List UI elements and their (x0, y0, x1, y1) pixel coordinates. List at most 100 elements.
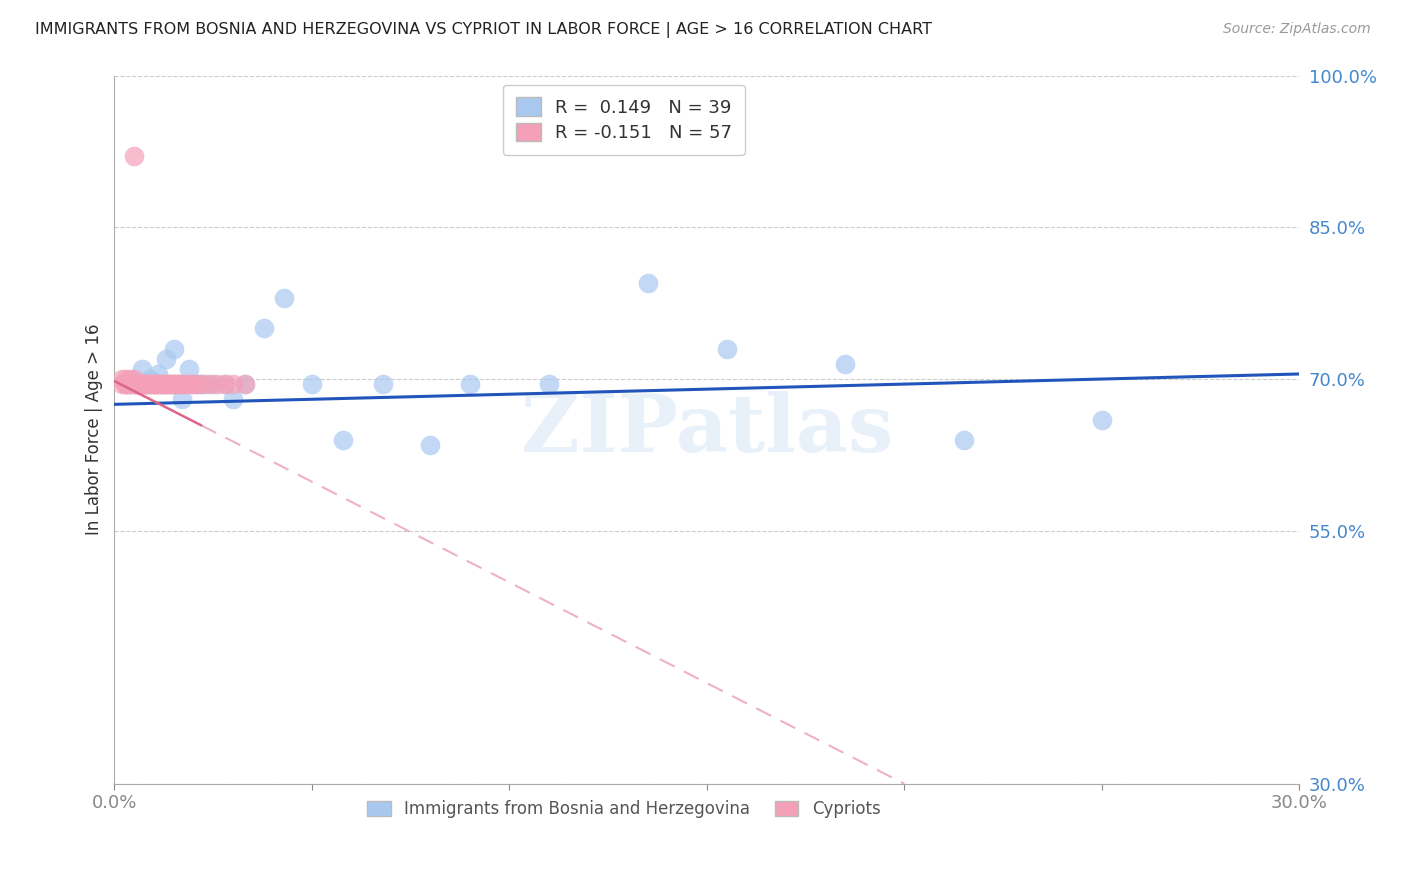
Point (111, 377, 134, 392)
Point (163, 377, 186, 392)
Point (127, 377, 149, 392)
Point (273, 291, 295, 305)
Point (233, 377, 256, 392)
Point (150, 377, 173, 392)
Point (834, 357, 856, 371)
Point (135, 377, 157, 392)
Point (115, 377, 138, 392)
Point (135, 377, 157, 392)
Point (127, 377, 149, 392)
Point (222, 377, 245, 392)
Point (142, 377, 165, 392)
Point (111, 372, 134, 386)
Point (166, 377, 188, 392)
Point (127, 377, 149, 392)
Point (131, 377, 153, 392)
Point (301, 377, 323, 392)
Point (205, 377, 228, 392)
Point (142, 377, 165, 392)
Point (139, 377, 162, 392)
Point (194, 377, 217, 392)
Text: Source: ZipAtlas.com: Source: ZipAtlas.com (1223, 22, 1371, 37)
Point (214, 377, 236, 392)
Point (139, 377, 162, 392)
Point (142, 377, 165, 392)
Point (127, 377, 149, 392)
Point (139, 372, 162, 386)
Point (120, 377, 142, 392)
Legend: Immigrants from Bosnia and Herzegovina, Cypriots: Immigrants from Bosnia and Herzegovina, … (361, 794, 887, 825)
Point (170, 377, 193, 392)
Point (150, 377, 173, 392)
Point (122, 149, 145, 163)
Point (131, 377, 153, 392)
Point (146, 377, 169, 392)
Point (146, 367, 169, 381)
Point (155, 377, 177, 392)
Point (146, 377, 169, 392)
Point (198, 377, 221, 392)
Point (222, 392, 245, 407)
Point (537, 377, 560, 392)
Point (174, 377, 197, 392)
Point (155, 351, 177, 366)
Point (183, 377, 205, 392)
Point (131, 362, 153, 376)
Point (186, 377, 208, 392)
Point (166, 377, 188, 392)
Point (458, 377, 481, 392)
Point (952, 433, 974, 447)
Point (183, 377, 205, 392)
Point (115, 377, 138, 392)
Point (127, 377, 149, 392)
Point (122, 377, 145, 392)
Point (163, 342, 186, 356)
Point (155, 377, 177, 392)
Point (135, 377, 157, 392)
Point (174, 377, 197, 392)
Point (637, 276, 659, 290)
Point (179, 362, 201, 376)
Point (159, 377, 181, 392)
Point (139, 377, 162, 392)
Point (146, 377, 169, 392)
Point (127, 377, 149, 392)
Point (150, 377, 173, 392)
Point (202, 377, 225, 392)
Point (115, 372, 138, 386)
Text: ZIPatlas: ZIPatlas (520, 391, 893, 468)
Point (419, 438, 441, 452)
Point (122, 377, 145, 392)
Point (163, 377, 186, 392)
Point (122, 377, 145, 392)
Point (155, 377, 177, 392)
Point (166, 377, 188, 392)
Point (122, 372, 145, 386)
Point (233, 377, 256, 392)
Point (120, 377, 142, 392)
Point (332, 433, 354, 447)
Y-axis label: In Labor Force | Age > 16: In Labor Force | Age > 16 (86, 324, 103, 535)
Point (115, 377, 138, 392)
Point (179, 377, 201, 392)
Point (135, 377, 157, 392)
Point (170, 392, 193, 407)
Point (214, 377, 236, 392)
Text: IMMIGRANTS FROM BOSNIA AND HERZEGOVINA VS CYPRIOT IN LABOR FORCE | AGE > 16 CORR: IMMIGRANTS FROM BOSNIA AND HERZEGOVINA V… (35, 22, 932, 38)
Point (120, 372, 142, 386)
Point (150, 377, 173, 392)
Point (716, 342, 738, 356)
Point (1091, 412, 1114, 426)
Point (163, 377, 186, 392)
Point (186, 377, 208, 392)
Point (131, 377, 153, 392)
Point (190, 377, 212, 392)
Point (190, 377, 212, 392)
Point (253, 321, 276, 335)
Point (115, 377, 138, 392)
Point (159, 377, 181, 392)
Point (159, 377, 181, 392)
Point (131, 377, 153, 392)
Point (142, 377, 165, 392)
Point (135, 377, 157, 392)
